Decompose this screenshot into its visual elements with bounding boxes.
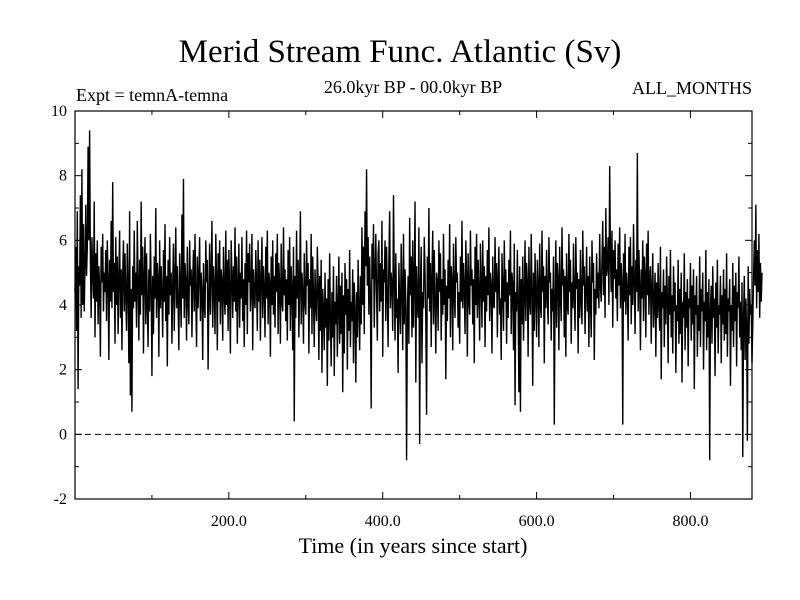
series-line-0 [74,130,763,461]
experiment-label: Expt = temnA-temna [76,85,229,105]
y-tick-label: 0 [59,426,67,443]
y-tick-label: 4 [59,297,67,314]
y-tick-label: 6 [59,232,67,249]
y-tick-label: 2 [59,362,67,379]
x-tick-label: 200.0 [211,513,247,530]
period-label: 26.0kyr BP - 00.0kyr BP [323,77,503,97]
y-tick-label: -2 [54,491,67,508]
months-label: ALL_MONTHS [632,78,752,98]
x-axis-label: Time (in years since start) [298,533,528,558]
y-tick-label: 10 [51,103,67,120]
y-tick-label: 8 [59,168,67,185]
x-tick-label: 600.0 [519,513,555,530]
chart-title: Merid Stream Func. Atlantic (Sv) [178,34,622,70]
x-tick-label: 400.0 [365,513,401,530]
x-tick-label: 800.0 [672,513,708,530]
